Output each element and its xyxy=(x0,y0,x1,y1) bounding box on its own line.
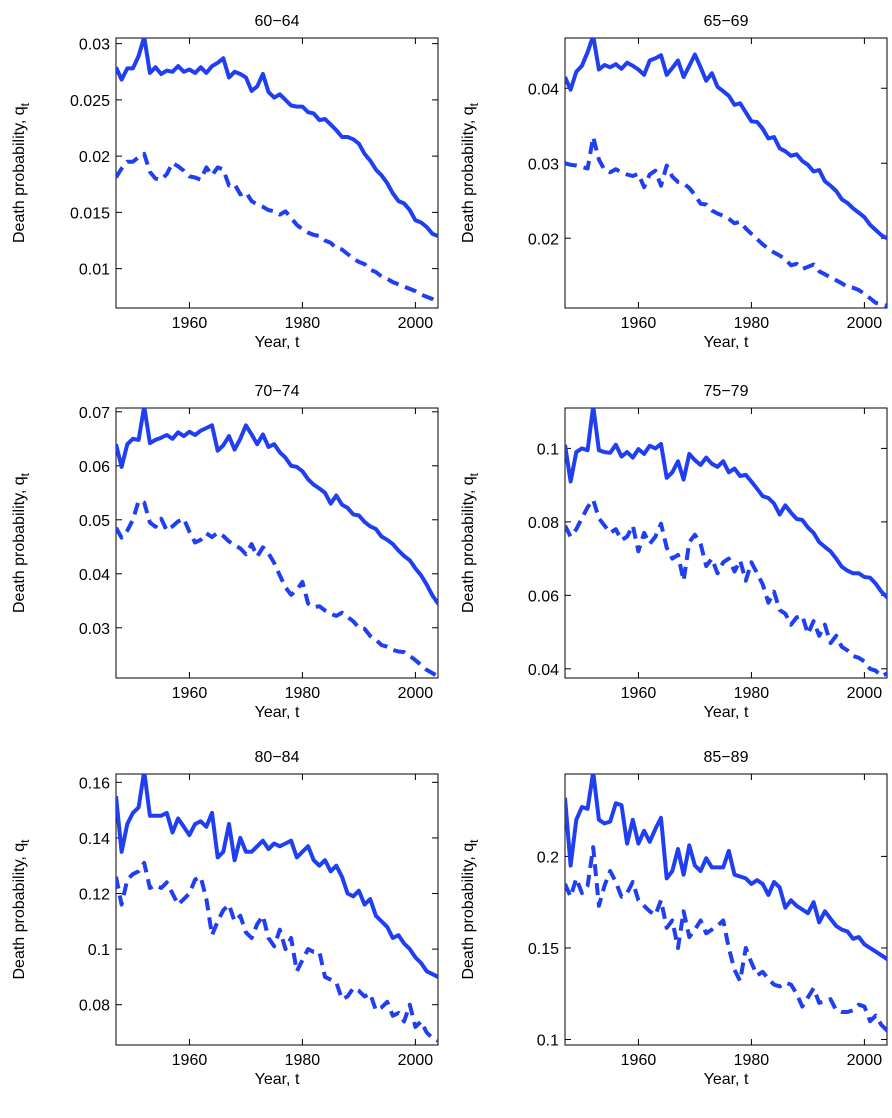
x-tick-label: 1960 xyxy=(172,315,208,332)
y-axis-label: Death probability, qt xyxy=(460,472,481,613)
series-line-solid xyxy=(116,408,438,607)
y-axis-label-text: Death probability, q xyxy=(460,476,477,613)
axes-frame xyxy=(115,407,439,679)
y-axis-label-text: Death probability, q xyxy=(460,106,477,243)
x-tick-label: 1960 xyxy=(621,315,657,332)
y-axis-label: Death probability, qt xyxy=(11,839,32,980)
x-tick-label: 1960 xyxy=(621,685,657,702)
series-line-solid xyxy=(565,774,887,963)
x-tick-label: 2000 xyxy=(398,685,434,702)
y-axis-label-text: Death probability, q xyxy=(11,843,28,980)
y-tick-label: 0.1 xyxy=(537,441,559,458)
x-axis-label: Year, t xyxy=(255,334,300,351)
series-line-solid xyxy=(565,38,887,241)
series-line-dashed xyxy=(116,151,438,305)
y-tick-label: 0.05 xyxy=(79,513,110,530)
x-tick-label: 1980 xyxy=(734,685,770,702)
series-line-solid xyxy=(116,38,438,239)
y-tick-label: 0.08 xyxy=(79,998,110,1015)
x-tick-label: 2000 xyxy=(847,685,883,702)
y-axis-label-text: Death probability, q xyxy=(11,476,28,613)
panel-title: 85−89 xyxy=(704,749,749,766)
y-tick-label: 0.1 xyxy=(88,942,110,959)
panel-1: 60−64 1960 1980 2000 0.01 0.015 0.02 0.025 0.03 Y… xyxy=(11,13,439,351)
y-axis-label: Death probability, qt xyxy=(11,102,32,243)
x-tick-label: 1980 xyxy=(285,315,321,332)
y-tick-label: 0.02 xyxy=(79,149,110,166)
x-axis-label: Year, t xyxy=(255,704,300,721)
y-axis-label: Death probability, qt xyxy=(460,839,481,980)
x-tick-label: 1980 xyxy=(285,685,321,702)
x-tick-label: 2000 xyxy=(398,1052,434,1069)
y-axis-label-subscript: t xyxy=(467,839,481,843)
y-axis-label-subscript: t xyxy=(18,102,32,106)
y-axis-label: Death probability, qt xyxy=(11,472,32,613)
x-tick-label: 2000 xyxy=(398,315,434,332)
axes-frame xyxy=(564,37,888,309)
y-axis-label-subscript: t xyxy=(18,839,32,843)
panel-title: 75−79 xyxy=(704,383,749,400)
y-axis-label-subscript: t xyxy=(467,102,481,106)
x-axis-label: Year, t xyxy=(255,1071,300,1088)
y-tick-label: 0.1 xyxy=(537,1033,559,1050)
series-line-dashed xyxy=(116,498,438,678)
y-tick-label: 0.04 xyxy=(528,662,559,679)
y-tick-label: 0.08 xyxy=(528,515,559,532)
y-tick-label: 0.025 xyxy=(70,93,110,110)
x-tick-label: 2000 xyxy=(847,315,883,332)
panel-2: 65−69 1960 1980 2000 0.02 0.03 0.04 Year, t Deat… xyxy=(460,13,888,351)
panel-title: 70−74 xyxy=(255,383,300,400)
y-axis-label-text: Death probability, q xyxy=(11,106,28,243)
y-tick-label: 0.2 xyxy=(537,849,559,866)
x-tick-label: 1980 xyxy=(285,1052,321,1069)
x-tick-label: 1960 xyxy=(621,1052,657,1069)
panel-title: 60−64 xyxy=(255,13,300,30)
y-tick-label: 0.16 xyxy=(79,775,110,792)
panel-3: 70−74 1960 1980 2000 0.03 0.04 0.05 0.06 0.07 Yea… xyxy=(11,383,439,721)
y-tick-label: 0.03 xyxy=(79,37,110,54)
y-axis-label-subscript: t xyxy=(467,472,481,476)
series-line-dashed xyxy=(565,845,887,1033)
series-line-dashed xyxy=(116,860,438,1044)
y-tick-label: 0.15 xyxy=(528,941,559,958)
y-tick-label: 0.06 xyxy=(528,588,559,605)
x-axis-label: Year, t xyxy=(704,1071,749,1088)
x-tick-label: 1960 xyxy=(172,685,208,702)
y-axis-label-text: Death probability, q xyxy=(460,843,477,980)
series-line-solid xyxy=(565,408,887,601)
y-axis-label: Death probability, qt xyxy=(460,102,481,243)
y-axis-label-subscript: t xyxy=(18,472,32,476)
y-tick-label: 0.06 xyxy=(79,459,110,476)
y-tick-label: 0.12 xyxy=(79,887,110,904)
y-tick-label: 0.03 xyxy=(79,621,110,638)
y-tick-label: 0.14 xyxy=(79,831,110,848)
x-tick-label: 1980 xyxy=(734,1052,770,1069)
y-tick-label: 0.02 xyxy=(528,231,559,248)
panel-title: 80−84 xyxy=(255,749,300,766)
y-tick-label: 0.07 xyxy=(79,405,110,422)
panel-4: 75−79 1960 1980 2000 0.04 0.06 0.08 0.1 Year, t D… xyxy=(460,383,888,721)
series-line-dashed xyxy=(565,497,887,678)
y-tick-label: 0.04 xyxy=(79,567,110,584)
x-tick-label: 1960 xyxy=(172,1052,208,1069)
x-tick-label: 2000 xyxy=(847,1052,883,1069)
x-tick-label: 1980 xyxy=(734,315,770,332)
panel-title: 65−69 xyxy=(704,13,749,30)
y-tick-label: 0.04 xyxy=(528,81,559,98)
x-axis-label: Year, t xyxy=(704,334,749,351)
series-line-dashed xyxy=(565,135,887,308)
panel-6: 85−89 1960 1980 2000 0.1 0.15 0.2 Year, t Death … xyxy=(460,749,888,1088)
panel-5: 80−84 1960 1980 2000 0.08 0.1 0.12 0.14 0.16 Year… xyxy=(11,749,439,1088)
x-axis-label: Year, t xyxy=(704,704,749,721)
y-tick-label: 0.015 xyxy=(70,205,110,222)
y-tick-label: 0.03 xyxy=(528,156,559,173)
axes-frame xyxy=(564,773,888,1046)
series-line-solid xyxy=(116,774,438,979)
y-tick-label: 0.01 xyxy=(79,262,110,279)
axes-frame xyxy=(115,37,439,309)
